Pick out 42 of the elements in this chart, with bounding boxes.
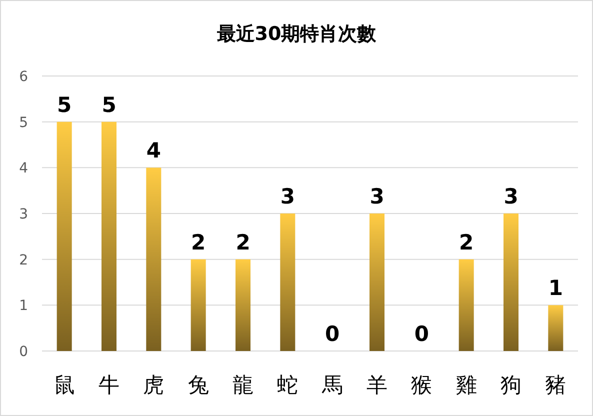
x-tick-label: 兔 [188, 373, 209, 397]
bar [146, 168, 162, 351]
x-tick-label: 蛇 [277, 373, 298, 397]
y-tick-label: 2 [19, 252, 28, 268]
bar [102, 122, 116, 351]
data-label: 3 [280, 184, 295, 208]
bar [280, 214, 296, 351]
data-label: 3 [504, 184, 518, 208]
data-label: 2 [236, 230, 250, 254]
y-tick-label: 4 [19, 160, 28, 177]
data-label: 2 [459, 230, 474, 254]
data-label: 2 [191, 230, 206, 254]
data-label: 5 [102, 92, 116, 117]
x-tick-label: 猴 [411, 373, 432, 397]
data-label: 0 [414, 322, 429, 346]
x-tick-label: 鼠 [54, 373, 75, 397]
x-tick-label: 雞 [456, 373, 477, 397]
y-tick-label: 0 [19, 344, 28, 360]
y-tick-label: 5 [19, 114, 28, 131]
chart-title: 最近30期特肖次數 [216, 23, 378, 45]
data-label: 3 [370, 184, 384, 208]
bar [56, 122, 72, 351]
data-label: 4 [146, 138, 161, 163]
y-tick-label: 6 [19, 69, 28, 85]
x-tick-label: 狗 [500, 373, 522, 397]
x-tick-label: 豬 [545, 373, 566, 397]
bar [236, 259, 250, 351]
bar [458, 259, 474, 351]
y-tick-label: 3 [19, 206, 28, 222]
x-tick-label: 龍 [232, 373, 254, 397]
bar [548, 305, 564, 351]
bar [190, 259, 206, 351]
bar [504, 214, 518, 351]
x-tick-label: 羊 [366, 373, 388, 397]
y-tick-label: 1 [19, 298, 28, 314]
x-tick-label: 馬 [320, 373, 343, 397]
data-label: 1 [548, 276, 563, 300]
x-tick-label: 牛 [98, 373, 120, 397]
x-tick-label: 虎 [143, 373, 164, 397]
data-label: 0 [325, 322, 340, 346]
data-label: 5 [57, 92, 72, 117]
bar [370, 214, 384, 351]
